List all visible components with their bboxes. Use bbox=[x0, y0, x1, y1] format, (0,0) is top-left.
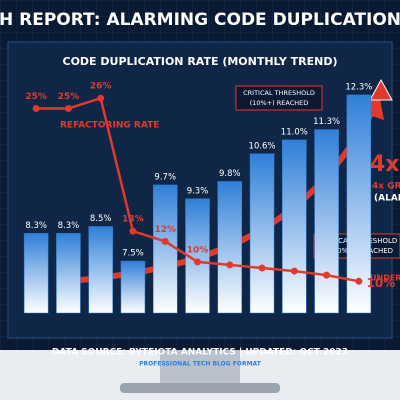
bar-label: 8.3% bbox=[25, 221, 47, 231]
bar-label: 8.3% bbox=[58, 221, 80, 231]
line-label: 10% bbox=[366, 276, 395, 290]
line-point bbox=[323, 271, 331, 279]
bar bbox=[23, 233, 49, 314]
bar bbox=[56, 233, 81, 314]
bar bbox=[314, 129, 339, 314]
bar bbox=[217, 181, 243, 314]
header: H REPORT: ALARMING CODE DUPLICATION bbox=[0, 10, 400, 30]
line-point bbox=[64, 104, 72, 112]
bar-label: 11.0% bbox=[281, 127, 308, 137]
line-point bbox=[290, 267, 298, 275]
bar bbox=[88, 226, 113, 314]
bar-label: 9.8% bbox=[219, 169, 241, 179]
bar bbox=[152, 184, 178, 314]
line-point bbox=[226, 261, 234, 269]
bar-label: 7.5% bbox=[122, 249, 144, 259]
line-label: 13% bbox=[122, 215, 144, 225]
bar bbox=[120, 260, 146, 314]
line-label: 25% bbox=[25, 92, 47, 102]
line-point bbox=[194, 258, 201, 266]
annotation: 4x bbox=[370, 152, 400, 177]
line-point bbox=[161, 237, 169, 245]
annotation: 4x GROWTH bbox=[372, 182, 400, 192]
footer: DATA SOURCE: BYTEIOTA ANALYTICS | UPDATE… bbox=[52, 348, 348, 358]
line-label: 25% bbox=[58, 92, 80, 102]
line-point bbox=[258, 264, 266, 272]
callout-box bbox=[235, 85, 323, 111]
bar-label: 8.5% bbox=[90, 214, 112, 224]
warning-icon bbox=[369, 78, 393, 101]
annotation: (10%+) REACHED bbox=[250, 99, 309, 107]
line-point bbox=[32, 104, 40, 112]
annotation: UNDER bbox=[370, 274, 400, 283]
line-label: 10% bbox=[187, 245, 209, 255]
bar bbox=[346, 94, 372, 314]
stand bbox=[160, 350, 240, 385]
legend-line: REFACTORING RATE bbox=[60, 121, 159, 131]
line-point bbox=[129, 227, 137, 235]
bar bbox=[282, 139, 307, 314]
bar-label: 9.7% bbox=[154, 172, 176, 182]
bar-label: 10.6% bbox=[249, 141, 276, 151]
line-point bbox=[355, 277, 363, 285]
chart-title: CODE DUPLICATION RATE (MONTHLY TREND) bbox=[63, 55, 338, 68]
bar-label: 12.3% bbox=[345, 82, 372, 92]
line-point bbox=[97, 94, 105, 102]
bar-label: 9.3% bbox=[187, 186, 209, 196]
stand-base bbox=[120, 383, 280, 393]
bar-label: 11.3% bbox=[313, 117, 340, 127]
annotation: (ALARMING) bbox=[374, 194, 400, 204]
line-label: 26% bbox=[90, 82, 112, 92]
subfooter: PROFESSIONAL TECH BLOG FORMAT bbox=[139, 361, 262, 368]
bar bbox=[249, 153, 275, 314]
annotation: CRITICAL THRESHOLD bbox=[243, 89, 315, 97]
line-label: 12% bbox=[154, 225, 176, 235]
